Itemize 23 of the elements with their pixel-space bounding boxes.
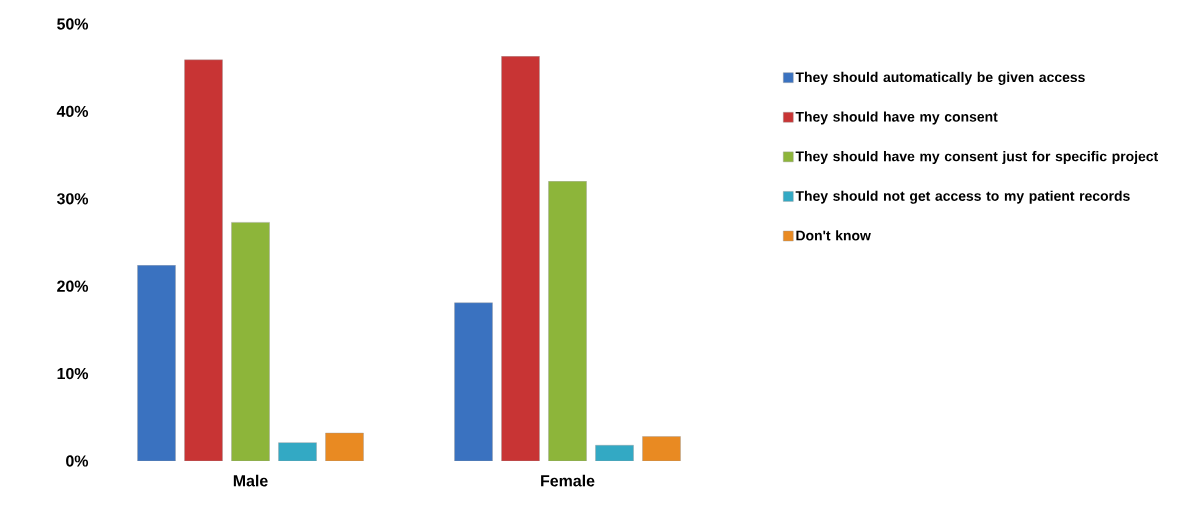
bar <box>454 302 493 461</box>
y-tick-label: 20% <box>57 280 89 292</box>
x-tick-label: Female <box>541 474 595 487</box>
x-tick-label: Male <box>233 474 268 487</box>
bar <box>642 436 681 461</box>
y-tick-label: 50% <box>57 18 89 30</box>
bar <box>548 181 587 461</box>
legend-label: Don't know <box>796 230 871 241</box>
legend-label: They should have my consent <box>795 111 998 125</box>
bar <box>231 222 270 461</box>
bar <box>325 432 364 461</box>
legend-label: They should have my consent just for specific project <box>795 151 1159 165</box>
bar <box>278 442 317 461</box>
bar <box>595 445 634 461</box>
y-tick-label: 0% <box>66 455 89 467</box>
legend-label: They should automatically be given access <box>795 71 1085 85</box>
legend-label: They should not get access to my patient records <box>795 190 1130 204</box>
y-tick-label: 10% <box>57 367 89 380</box>
y-tick-label: 40% <box>56 105 89 118</box>
bar <box>184 59 223 461</box>
bar <box>501 56 540 461</box>
y-tick-label: 30% <box>56 193 89 205</box>
bar <box>137 265 176 461</box>
